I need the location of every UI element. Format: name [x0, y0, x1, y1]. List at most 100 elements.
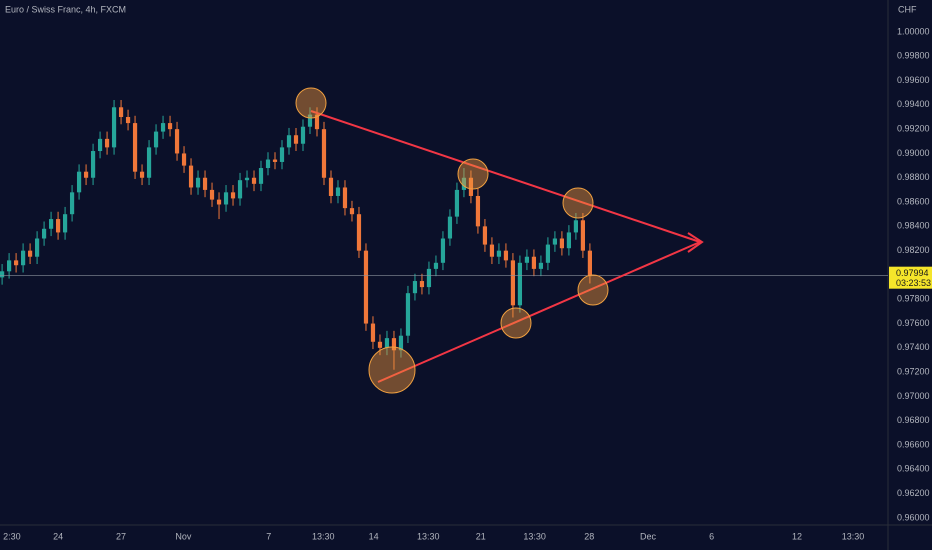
- candle-body: [510, 260, 516, 306]
- y-tick-label: 0.96600: [897, 439, 930, 449]
- trend-line: [310, 110, 701, 243]
- candle-body: [27, 250, 33, 257]
- candle-body: [0, 271, 5, 278]
- candle-body: [573, 220, 579, 233]
- x-tick-label: 13:30: [523, 531, 546, 541]
- y-tick-label: 0.96200: [897, 488, 930, 498]
- y-tick-label: 0.97400: [897, 342, 930, 352]
- candle-body: [223, 192, 229, 205]
- y-tick-label: 0.96800: [897, 415, 930, 425]
- candle-body: [132, 123, 138, 172]
- candle-body: [370, 323, 376, 342]
- candle-body: [489, 244, 495, 257]
- candle-body: [356, 214, 362, 251]
- x-tick-label: 27: [116, 531, 126, 541]
- arrow-head: [687, 232, 704, 253]
- candle-body: [83, 171, 89, 178]
- pivot-marker: [500, 307, 532, 339]
- candle-body: [181, 153, 187, 166]
- drawings: [310, 110, 704, 383]
- candle-body: [279, 147, 285, 162]
- candle-body: [433, 262, 439, 269]
- candle-body: [146, 147, 152, 178]
- candle-body: [251, 177, 257, 184]
- last-price-tag: [889, 266, 932, 289]
- candle-body: [580, 220, 586, 251]
- candle-body: [209, 189, 215, 200]
- candle-body: [265, 159, 271, 169]
- candle-body: [174, 129, 180, 154]
- candle-body: [314, 114, 320, 130]
- candle-body: [419, 281, 425, 288]
- candle-body: [125, 117, 131, 124]
- candle-body: [13, 260, 19, 266]
- candle-body: [384, 338, 390, 348]
- candle-body: [97, 138, 103, 152]
- candle-body: [34, 238, 40, 257]
- candle-body: [244, 177, 250, 181]
- candle-body: [118, 107, 124, 118]
- candle-body: [461, 177, 467, 190]
- candle-body: [531, 256, 537, 269]
- candle-body: [447, 216, 453, 239]
- candle-body: [195, 177, 201, 188]
- candle-body: [440, 238, 446, 263]
- candle-body: [377, 341, 383, 348]
- y-tick-label: 0.99800: [897, 51, 930, 61]
- y-tick-label: 0.96000: [897, 512, 930, 522]
- plot: [0, 99, 888, 370]
- y-tick-label: 0.99600: [897, 75, 930, 85]
- candle-body: [559, 238, 565, 249]
- candle-body: [517, 262, 523, 306]
- y-tick-label: 0.98600: [897, 196, 930, 206]
- candle-body: [552, 238, 558, 245]
- candle-body: [90, 151, 96, 178]
- candle-body: [363, 250, 369, 324]
- x-tick-label: 13:30: [312, 531, 335, 541]
- candle-body: [545, 244, 551, 263]
- y-tick-label: 0.97200: [897, 367, 930, 377]
- candle-body: [454, 189, 460, 217]
- candle-body: [426, 268, 432, 288]
- candle-body: [524, 256, 530, 263]
- candle-body: [335, 187, 341, 196]
- x-tick-label: 13:30: [417, 531, 440, 541]
- last-price-label: 0.97994: [896, 268, 929, 278]
- candle-body: [468, 177, 474, 196]
- y-tick-label: 1.00000: [897, 26, 930, 36]
- chart-title: Euro / Swiss Franc, 4h, FXCM: [5, 4, 126, 14]
- candle-body: [293, 135, 299, 144]
- candle-body: [237, 180, 243, 199]
- candle-body: [566, 232, 572, 249]
- y-tick-label: 0.98200: [897, 245, 930, 255]
- candle-body: [69, 192, 75, 215]
- candle-body: [55, 219, 61, 233]
- candle-body: [286, 135, 292, 148]
- candle-body: [587, 250, 592, 277]
- candle-body: [104, 138, 110, 148]
- x-tick-label: 14: [369, 531, 379, 541]
- y-tick-label: 0.97000: [897, 391, 930, 401]
- candle-body: [167, 123, 173, 130]
- candle-body: [300, 126, 306, 144]
- x-tick-label: 7: [266, 531, 271, 541]
- y-axis-label: CHF: [898, 4, 917, 14]
- candle-body: [160, 123, 166, 132]
- x-tick-label: 6: [709, 531, 714, 541]
- candle-body: [76, 171, 82, 193]
- candle-body: [391, 338, 397, 351]
- candle-body: [475, 195, 481, 227]
- pivot-marker: [577, 274, 609, 306]
- candle-body: [342, 187, 348, 209]
- candle-body: [20, 250, 26, 266]
- markers: [295, 87, 609, 394]
- y-tick-label: 0.99400: [897, 99, 930, 109]
- x-tick-label: 21: [476, 531, 486, 541]
- candle-body: [139, 171, 145, 178]
- candle-body: [230, 192, 236, 199]
- y-tick-label: 0.97800: [897, 294, 930, 304]
- pivot-marker: [562, 187, 594, 219]
- candle-body: [496, 250, 502, 257]
- candle-body: [41, 228, 47, 239]
- candle-body: [482, 226, 488, 245]
